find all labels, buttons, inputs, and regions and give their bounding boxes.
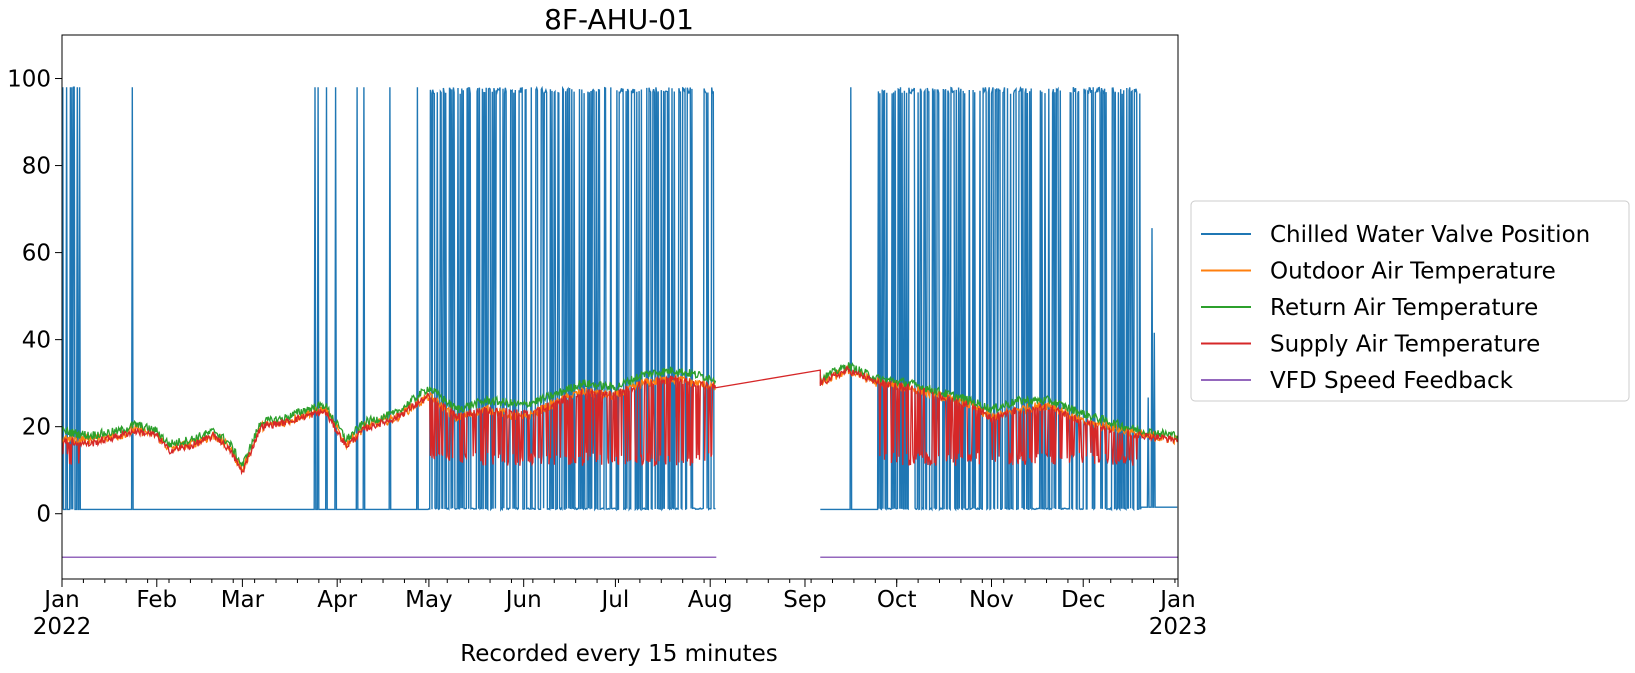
legend-label: VFD Speed Feedback <box>1270 368 1514 394</box>
x-axis-label: Recorded every 15 minutes <box>460 641 778 667</box>
legend-label: Chilled Water Valve Position <box>1270 222 1590 248</box>
legend: Chilled Water Valve Position Outdoor Air … <box>1190 200 1630 402</box>
legend-frame <box>1190 200 1630 402</box>
x-tick-label: Nov <box>969 587 1014 613</box>
x-tick-label: Jan <box>1158 587 1195 613</box>
x-tick-year-label: 2022 <box>33 614 92 640</box>
x-tick-label: Aug <box>688 587 733 613</box>
x-tick-label: Mar <box>221 587 265 613</box>
x-tick-label: May <box>405 587 453 613</box>
legend-label: Outdoor Air Temperature <box>1270 259 1556 285</box>
y-tick-label: 0 <box>36 502 51 528</box>
chart-title: 8F-AHU-01 <box>544 3 694 36</box>
plot-frame <box>61 34 1179 580</box>
x-tick-year-label: 2023 <box>1149 614 1208 640</box>
y-tick-label: 60 <box>22 241 51 267</box>
x-tick-label: Apr <box>317 587 357 613</box>
x-tick-label: Dec <box>1061 587 1106 613</box>
x-tick-label: Jul <box>600 587 630 613</box>
y-tick-label: 100 <box>7 67 51 93</box>
y-tick-label: 40 <box>22 328 51 354</box>
supply-air-temperature-line <box>62 365 1178 476</box>
y-tick-label: 80 <box>22 154 51 180</box>
legend-label: Supply Air Temperature <box>1270 332 1540 358</box>
x-tick-label: Jan <box>42 587 79 613</box>
y-tick-label: 20 <box>22 415 51 441</box>
x-tick-label: Feb <box>136 587 177 613</box>
x-tick-label: Sep <box>783 587 826 613</box>
x-tick-label: Jun <box>504 587 542 613</box>
return-air-temperature-line <box>62 362 1178 468</box>
x-tick-label: Oct <box>877 587 917 613</box>
plot-area <box>62 85 1178 559</box>
legend-label: Return Air Temperature <box>1270 295 1538 321</box>
y-axis: 0 20 40 60 80 100 <box>7 67 62 528</box>
